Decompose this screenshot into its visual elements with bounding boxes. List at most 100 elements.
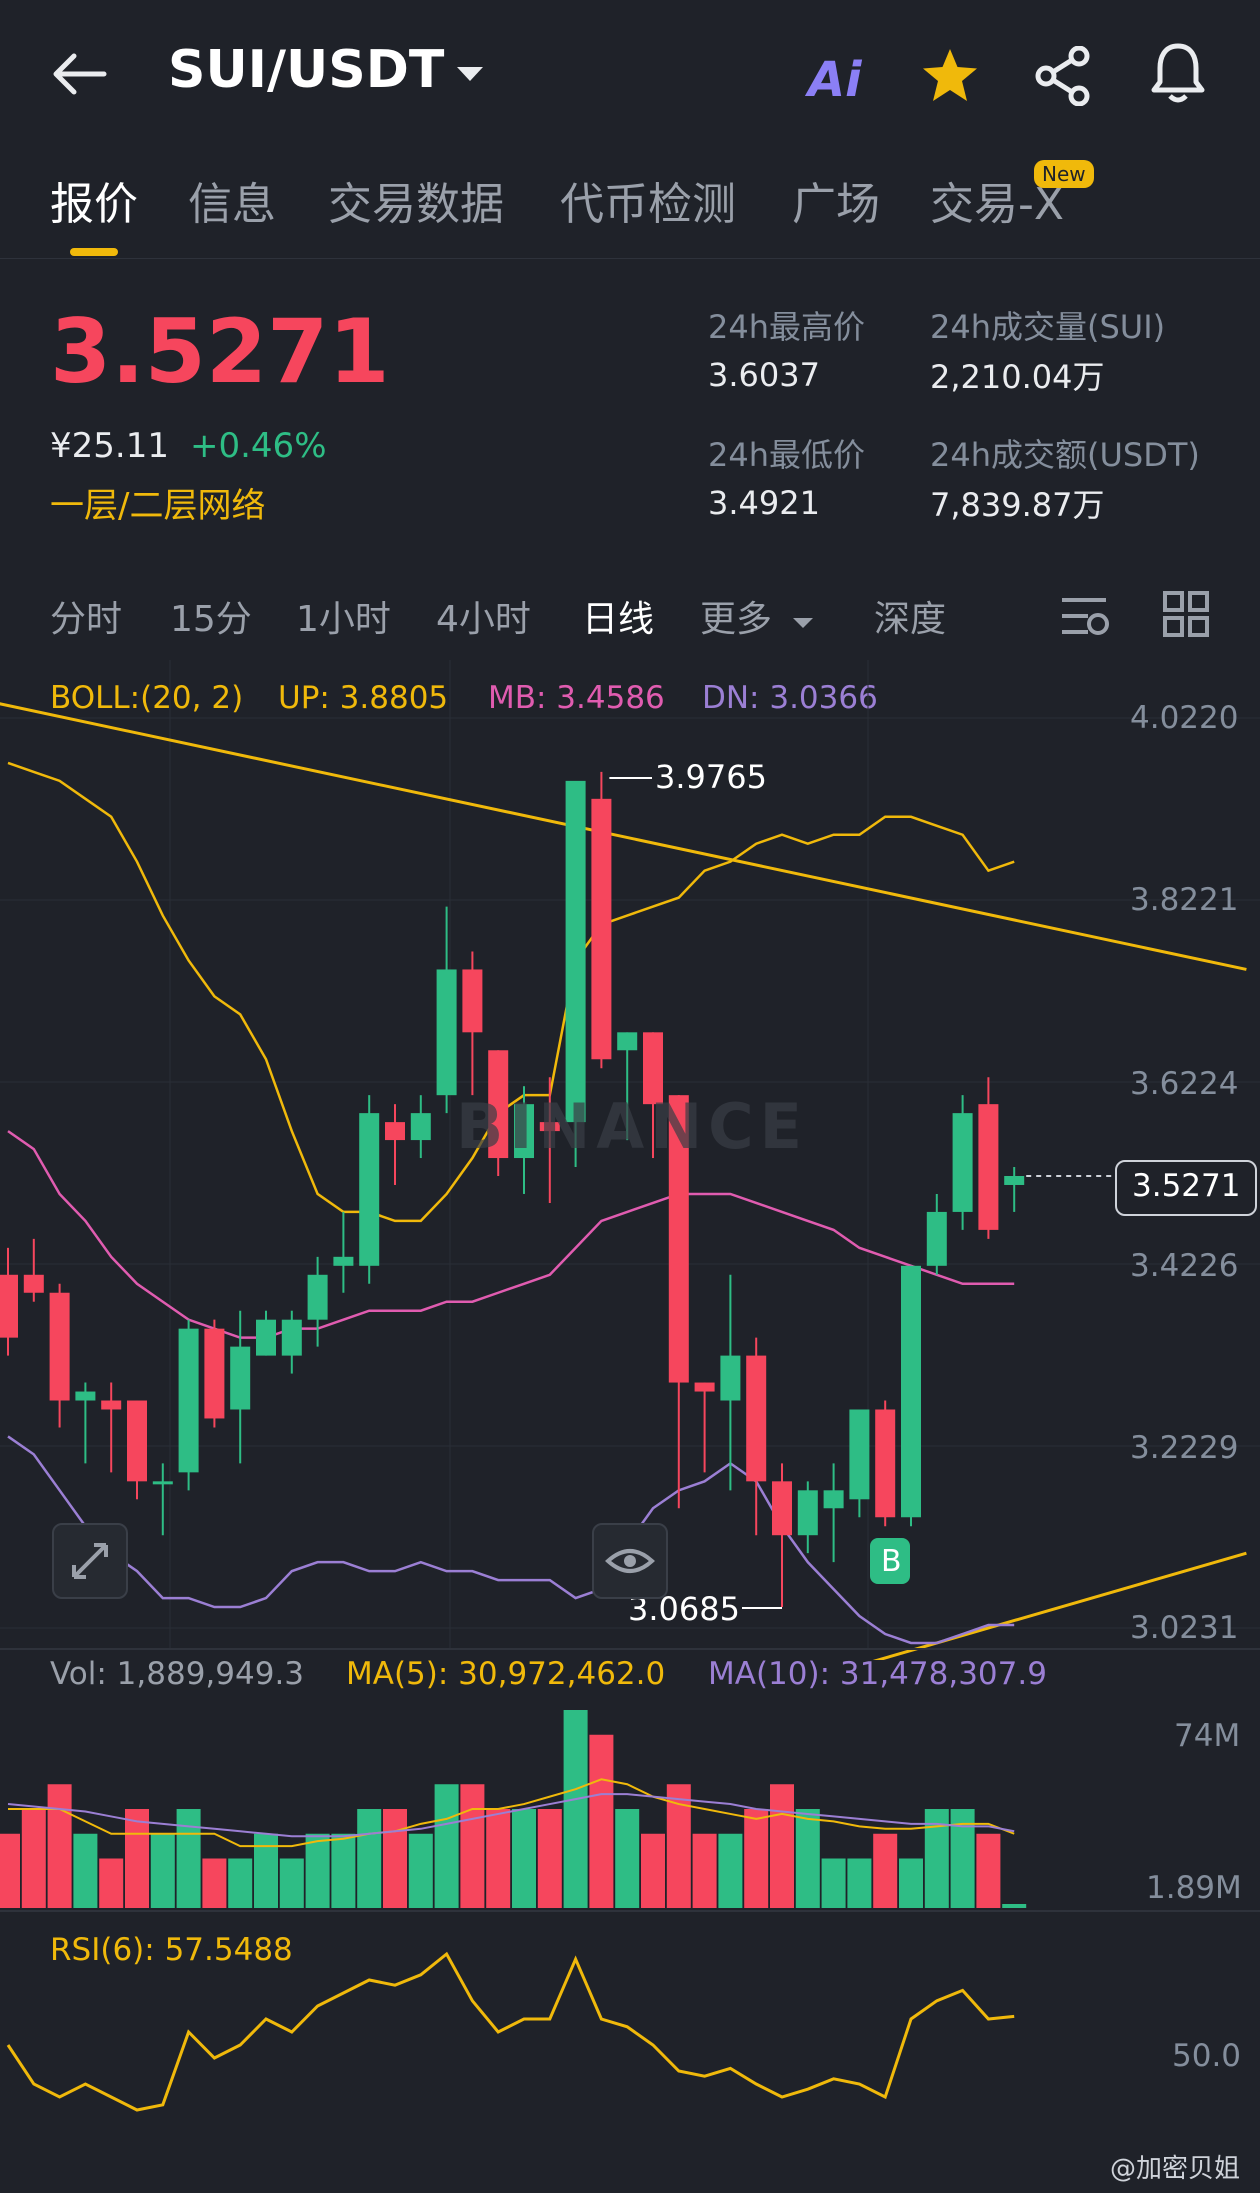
tf-depth[interactable]: 深度	[874, 599, 947, 640]
candle	[410, 1113, 431, 1141]
candle	[772, 1481, 792, 1536]
tf-more[interactable]: 更多	[700, 590, 815, 642]
candle	[436, 969, 457, 1096]
candle	[617, 1032, 638, 1051]
tf-4h[interactable]: 4小时	[436, 599, 531, 640]
candle	[643, 1032, 663, 1105]
volume-bar	[228, 1858, 253, 1908]
tab-token-check[interactable]: 代币检测	[560, 179, 736, 230]
current-price-tag-text: 3.5271	[1132, 1168, 1241, 1204]
tab-info[interactable]: 信息	[188, 179, 276, 230]
volume-bar	[692, 1833, 717, 1908]
network-tag[interactable]: 一层/二层网络	[50, 486, 266, 526]
trend-line	[872, 1551, 1247, 1660]
candle	[514, 1104, 534, 1159]
high-annotation: 3.9765	[655, 758, 767, 796]
star-icon[interactable]	[920, 46, 980, 104]
price-change: +0.46%	[190, 426, 327, 466]
ai-label: Ai	[808, 52, 862, 108]
volume-bar	[0, 1833, 20, 1908]
candle	[256, 1319, 276, 1356]
boll-lower-line	[7, 1435, 1015, 1645]
volume-bar	[357, 1809, 382, 1908]
volume-chart[interactable]	[0, 1700, 1260, 1912]
indicator-settings-icon[interactable]	[1058, 592, 1110, 640]
volume-bar	[744, 1809, 769, 1908]
volume-bar	[176, 1809, 201, 1908]
volume-bar	[1002, 1904, 1027, 1908]
volume-bar	[899, 1858, 923, 1908]
tf-1h[interactable]: 1小时	[296, 599, 391, 640]
candle	[797, 1490, 818, 1536]
volume-axis-bottom: 1.89M	[1146, 1870, 1242, 1906]
candle	[101, 1400, 122, 1410]
tf-more-label: 更多	[700, 599, 773, 640]
price-axis-label: 4.0220	[1130, 700, 1239, 736]
volume-section	[0, 1648, 1260, 1650]
candle	[385, 1122, 405, 1141]
low-value: 3.4921	[708, 484, 820, 522]
candle	[823, 1490, 844, 1509]
candle	[462, 969, 483, 1033]
tab-quote[interactable]: 报价	[50, 179, 138, 230]
grid-layout-icon[interactable]	[1162, 590, 1210, 638]
chevron-down-icon	[793, 618, 814, 628]
candle	[75, 1391, 96, 1401]
share-icon[interactable]	[1034, 46, 1094, 106]
volume-bar	[202, 1858, 227, 1908]
volume-bar	[537, 1809, 562, 1908]
visibility-toggle-button[interactable]	[592, 1523, 668, 1599]
candlestick-chart[interactable]	[0, 660, 1260, 1660]
candle	[875, 1409, 896, 1518]
volume-bar	[512, 1809, 536, 1908]
new-badge: New	[1034, 160, 1094, 188]
volume-bar	[331, 1833, 356, 1908]
rsi-divider	[0, 1910, 1260, 1912]
pair-title[interactable]: SUI/USDT	[168, 40, 444, 100]
candle	[720, 1355, 741, 1401]
candle	[127, 1400, 147, 1482]
ai-button[interactable]: Ai	[808, 52, 862, 108]
tf-time[interactable]: 分时	[50, 599, 123, 640]
buy-marker[interactable]	[870, 1538, 910, 1584]
high-value: 3.6037	[708, 356, 820, 394]
chevron-down-icon[interactable]	[455, 65, 485, 85]
low-label: 24h最低价	[708, 436, 866, 474]
volume-bar	[73, 1833, 98, 1908]
tab-square[interactable]: 广场	[792, 179, 880, 230]
volume-bar	[821, 1858, 846, 1908]
volume-axis-top: 74M	[1174, 1718, 1241, 1754]
candle	[49, 1292, 70, 1401]
bell-icon[interactable]	[1148, 42, 1208, 104]
vol-usdt-label: 24h成交额(USDT)	[930, 436, 1200, 474]
tab-trade-data[interactable]: 交易数据	[328, 179, 504, 230]
volume-bar	[873, 1833, 898, 1908]
back-arrow-icon[interactable]	[52, 52, 108, 96]
cny-price: ¥25.11	[50, 426, 169, 466]
candle	[952, 1113, 973, 1212]
expand-icon	[72, 1543, 108, 1579]
volume-bar	[408, 1833, 433, 1908]
candle	[901, 1265, 921, 1518]
candle	[694, 1382, 715, 1392]
boll-dn: DN: 3.0366	[702, 680, 878, 716]
volume-bar	[434, 1784, 459, 1908]
volume-bar	[254, 1833, 278, 1908]
candle	[23, 1274, 44, 1293]
volume-value: Vol: 1,889,949.3	[50, 1656, 305, 1692]
volume-bar	[279, 1858, 304, 1908]
volume-bar	[847, 1858, 872, 1908]
tf-1d[interactable]: 日线	[582, 599, 655, 640]
pair-title-text: SUI/USDT	[168, 40, 445, 100]
candle	[359, 1113, 380, 1266]
candle	[307, 1274, 328, 1320]
volume-bar	[976, 1833, 1001, 1908]
volume-bar	[383, 1809, 407, 1908]
volume-bar	[21, 1809, 46, 1908]
volume-bar	[99, 1858, 124, 1908]
fullscreen-button[interactable]	[52, 1523, 128, 1599]
rsi-value: RSI(6): 57.5488	[50, 1932, 293, 1968]
volume-ma10-line	[7, 1793, 1015, 1838]
tf-15m[interactable]: 15分	[170, 599, 252, 640]
rsi-chart[interactable]	[0, 1912, 1260, 2193]
